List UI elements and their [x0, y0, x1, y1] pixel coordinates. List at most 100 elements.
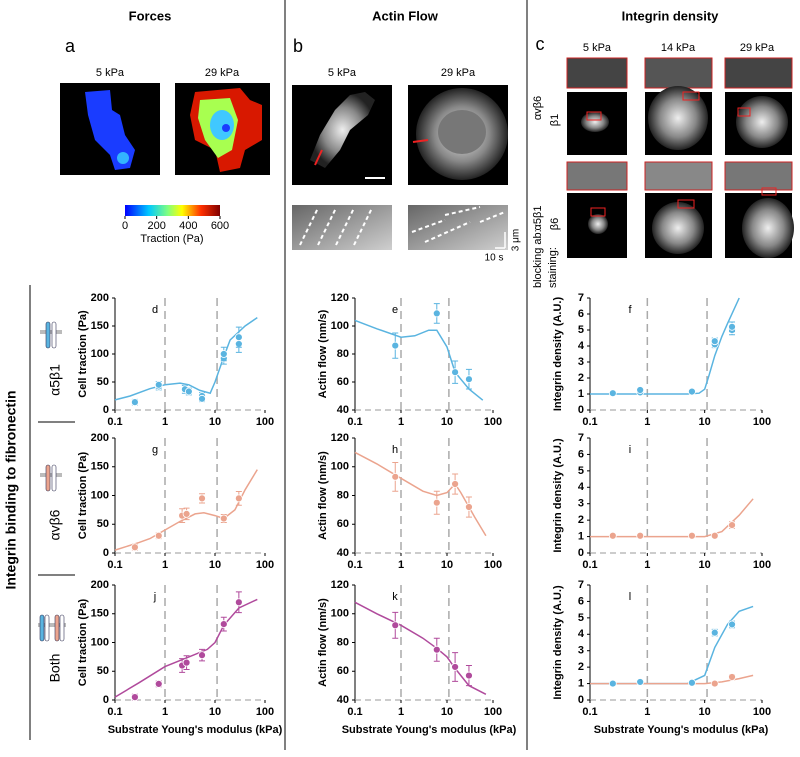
cell-nucleus	[438, 110, 486, 154]
y-tick-label: 0	[103, 694, 109, 706]
data-point	[688, 678, 696, 687]
integrin-icon	[38, 321, 66, 642]
column-header: Actin Flow	[372, 8, 439, 23]
panel-label: c	[536, 34, 545, 54]
data-point	[154, 680, 163, 688]
cell-shape	[310, 92, 375, 168]
panel-label: d	[152, 304, 158, 316]
data-point	[710, 679, 719, 688]
x-tick-label: 0.1	[107, 559, 122, 571]
y-tick-label: 0	[103, 547, 109, 559]
y-tick-label: 100	[91, 489, 109, 501]
y-tick-label: 120	[331, 432, 349, 444]
data-point	[219, 620, 228, 628]
data-point	[154, 380, 163, 389]
x-tick-label: 0.1	[347, 559, 362, 571]
colorbar-tick-label: 0	[122, 220, 128, 232]
model-line	[590, 297, 740, 395]
data-point	[391, 621, 400, 630]
model-line	[590, 674, 754, 685]
colorbar-tick-label: 600	[211, 220, 229, 232]
data-point	[728, 620, 736, 629]
data-point	[234, 494, 243, 503]
data-point	[219, 514, 228, 523]
x-tick-label: 0.1	[347, 416, 362, 428]
data-point	[728, 322, 736, 331]
y-tick-label: 50	[97, 376, 109, 388]
x-axis-label: Substrate Young's modulus (kPa)	[342, 724, 517, 736]
staining-label: β6	[549, 218, 561, 230]
y-tick-label: 1	[578, 388, 584, 400]
column-header: Integrin density	[622, 8, 720, 23]
x-tick-label: 1	[644, 706, 650, 718]
y-tick-label: 150	[91, 461, 109, 473]
y-tick-label: 0	[578, 404, 584, 416]
data-point	[234, 333, 243, 342]
data-point	[391, 472, 400, 481]
roi-line	[314, 149, 323, 166]
data-point	[451, 480, 460, 488]
condition-label: 29 kPa	[740, 42, 775, 54]
x-tick-label: 1	[398, 706, 404, 718]
x-tick-label: 1	[398, 416, 404, 428]
blocking-label: α5β1	[532, 206, 544, 231]
y-tick-label: 40	[337, 404, 349, 416]
y-tick-label: 50	[97, 518, 109, 530]
blocking-label: αvβ6	[532, 96, 544, 120]
x-tick-label: 10	[209, 559, 221, 571]
y-tick-label: 1	[578, 530, 584, 542]
data-point	[608, 679, 617, 688]
y-tick-label: 3	[578, 645, 584, 657]
data-point	[432, 498, 441, 507]
model-line	[114, 316, 258, 401]
data-point	[198, 494, 206, 503]
y-axis-label: Integrin density (A.U.)	[552, 297, 564, 412]
cell-shape	[117, 152, 129, 164]
panel-label: f	[628, 304, 632, 316]
x-tick-label: 100	[256, 706, 274, 718]
x-tick-label: 100	[753, 559, 771, 571]
x-tick-label: 100	[484, 416, 502, 428]
data-point	[636, 386, 645, 394]
y-tick-label: 200	[91, 432, 109, 444]
model-line	[590, 498, 754, 538]
y-axis-label: Integrin density (A.U.)	[552, 585, 564, 700]
data-point	[198, 394, 206, 403]
panel-label: a	[65, 36, 76, 56]
x-tick-label: 100	[256, 559, 274, 571]
x-tick-label: 0.1	[582, 706, 597, 718]
data-point	[636, 531, 645, 540]
kymograph	[292, 205, 392, 250]
model-line	[114, 469, 258, 551]
colorbar-tick-label: 200	[147, 220, 165, 232]
cell-shape	[210, 110, 234, 140]
x-tick-label: 10	[209, 416, 221, 428]
x-tick-label: 1	[162, 559, 168, 571]
data-point	[465, 503, 473, 511]
x-tick-label: 1	[644, 559, 650, 571]
staining-title: staining:	[547, 247, 559, 288]
y-tick-label: 2	[578, 661, 584, 673]
x-tick-label: 1	[644, 416, 650, 428]
data-point	[710, 531, 719, 540]
data-point	[608, 531, 617, 540]
y-tick-label: 50	[97, 665, 109, 677]
x-tick-label: 10	[699, 559, 711, 571]
scale-label: 10 s	[485, 253, 504, 264]
x-tick-label: 10	[441, 706, 453, 718]
y-tick-label: 1	[578, 677, 584, 689]
condition-label: 29 kPa	[441, 67, 476, 79]
y-tick-label: 4	[578, 628, 585, 640]
y-tick-label: 200	[91, 579, 109, 591]
condition-label: 5 kPa	[96, 67, 125, 79]
y-tick-label: 3	[578, 498, 584, 510]
panel-label: g	[152, 444, 158, 456]
column-header: Forces	[129, 8, 172, 23]
x-tick-label: 10	[441, 559, 453, 571]
y-tick-label: 0	[578, 547, 584, 559]
x-tick-label: 10	[699, 706, 711, 718]
y-tick-label: 40	[337, 694, 349, 706]
model-line	[354, 601, 487, 695]
y-tick-label: 100	[331, 608, 349, 620]
y-axis-label: Actin flow (nm/s)	[317, 309, 329, 398]
